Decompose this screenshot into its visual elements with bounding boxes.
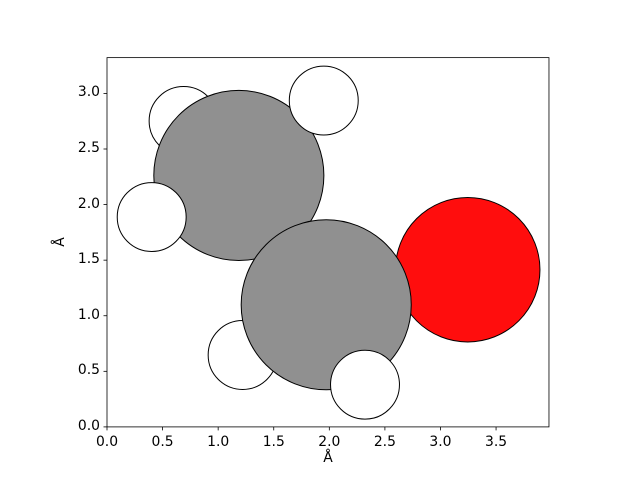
y-tick-label: 1.0 — [77, 306, 100, 323]
y-tick-label: 0.5 — [77, 362, 100, 379]
x-tick-label: 3.5 — [485, 434, 508, 451]
y-tick-label: 1.5 — [77, 251, 100, 268]
y-tick-label: 2.0 — [77, 195, 100, 212]
atom-o-circle — [394, 196, 541, 343]
atom-h-circle — [330, 349, 400, 420]
x-tick-label: 0.5 — [151, 434, 174, 451]
y-tick-label: 2.5 — [77, 140, 100, 157]
axes-spines — [106, 57, 550, 428]
x-axis-label: Å — [323, 450, 333, 467]
x-tick-label: 2.0 — [318, 434, 341, 451]
x-tick-label: 2.5 — [373, 434, 396, 451]
y-axis-label: Å — [52, 237, 69, 248]
x-tick-label: 3.0 — [429, 434, 452, 451]
atom-c-circle — [240, 219, 412, 391]
atom-c-circle — [153, 89, 325, 262]
axes-layer — [103, 57, 550, 431]
y-tick-label: 3.0 — [77, 84, 100, 101]
x-tick-label: 0.0 — [95, 434, 119, 451]
x-tick-label: 1.0 — [207, 434, 230, 451]
atom-h-circle — [116, 182, 187, 252]
atom-h-circle — [288, 65, 359, 136]
atoms-layer — [116, 65, 541, 420]
y-tick-label: 0.0 — [77, 417, 100, 434]
x-tick-label: 1.5 — [262, 434, 285, 451]
